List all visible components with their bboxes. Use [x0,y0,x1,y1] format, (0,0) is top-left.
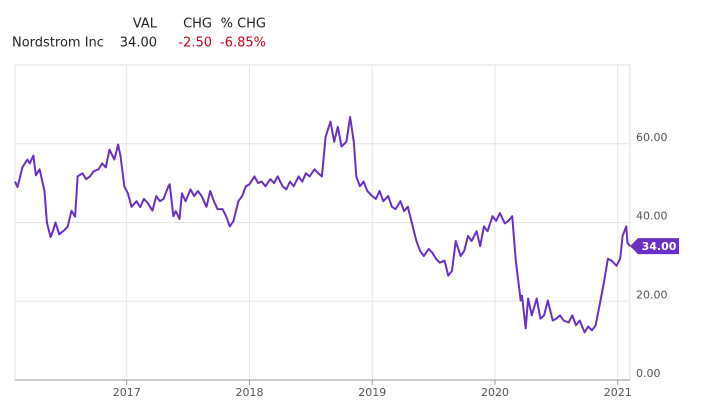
y-tick-label: 20.00 [636,288,668,301]
y-tick-label: 60.00 [636,131,668,144]
x-tick-label: 2020 [481,386,509,399]
column-header: % CHG [221,17,266,32]
value-cell: 34.00 [120,36,157,51]
current-value-label: 34.00 [642,240,677,253]
x-tick-label: 2019 [358,386,386,399]
x-tick-label: 2018 [235,386,263,399]
current-value-tag: 34.00 [630,238,679,255]
pct-change-cell: -6.85% [220,36,266,51]
y-tick-label: 40.00 [636,210,668,223]
security-name: Nordstrom Inc [12,36,104,51]
y-tick-label: 0.00 [636,367,661,380]
x-tick-label: 2017 [113,386,141,399]
current-value-box [630,238,679,255]
column-header: CHG [183,17,212,32]
column-header: VAL [133,17,158,32]
x-tick-label: 2021 [604,386,632,399]
quote-table: VAL CHG % CHG Nordstrom Inc 34.00 -2.50 … [12,17,266,51]
price-line [14,116,631,334]
change-cell: -2.50 [178,36,212,51]
